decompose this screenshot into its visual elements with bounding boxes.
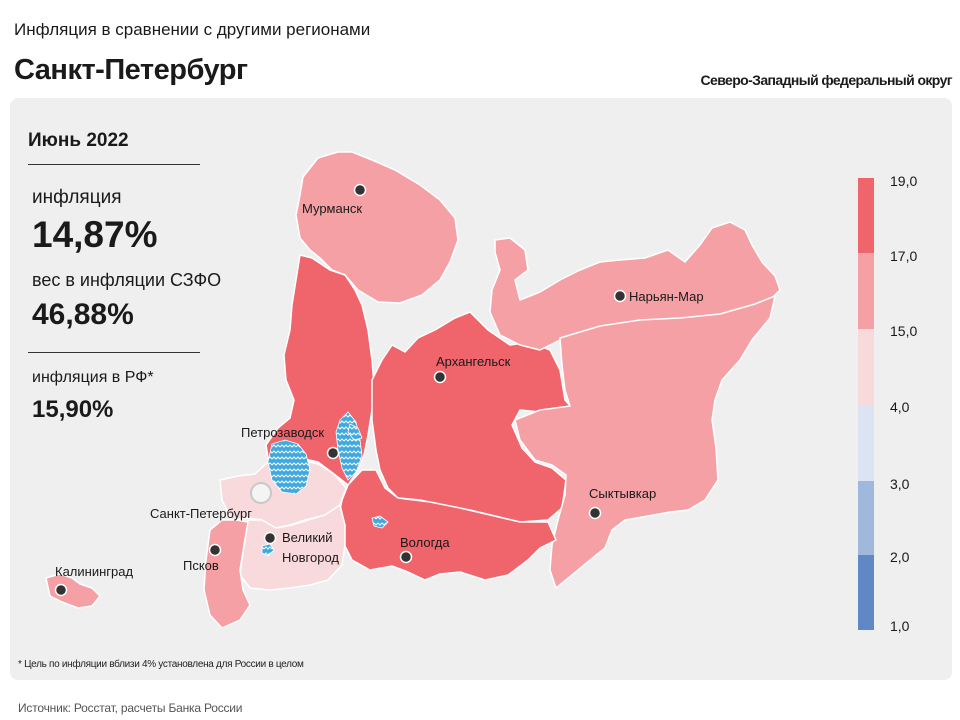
city-marker-arkhangelsk[interactable] (433, 370, 447, 384)
city-label-spb: Санкт-Петербург (150, 506, 252, 521)
legend-tick-4: 4,0 (890, 399, 910, 415)
city-label-syktyvkar: Сыктывкар (589, 486, 656, 501)
city-label-vnovgorod-line1: Великий (282, 530, 333, 545)
city-label-kaliningrad: Калининград (55, 564, 133, 579)
legend-tick-15: 15,0 (890, 323, 917, 339)
district-label: Северо-Западный федеральный округ (700, 72, 953, 88)
divider-bottom (28, 352, 200, 353)
city-marker-spb-highlight[interactable] (250, 482, 272, 504)
city-label-vnovgorod-line2: Новгород (282, 550, 339, 565)
region-murmansk[interactable] (295, 151, 459, 304)
city-label-arkhangelsk: Архангельск (436, 354, 511, 369)
city-label-murmansk: Мурманск (302, 201, 362, 216)
period-label: Июнь 2022 (28, 130, 129, 151)
city-marker-syktyvkar[interactable] (588, 506, 602, 520)
city-marker-murmansk[interactable] (353, 183, 367, 197)
legend-band-4-15 (858, 329, 874, 405)
divider-top (28, 164, 200, 165)
city-marker-kaliningrad[interactable] (54, 583, 68, 597)
lake-ilmen (261, 543, 275, 557)
inflation-value: 14,87% (32, 214, 158, 255)
inflation-label: инфляция (32, 187, 122, 208)
footnote: * Цель по инфляции вблизи 4% установлена… (18, 659, 304, 670)
city-marker-pskov[interactable] (208, 543, 222, 557)
region-kaliningrad[interactable] (45, 573, 101, 609)
weight-label: вес в инфляции СЗФО (32, 270, 222, 290)
city-label-pskov: Псков (183, 558, 219, 573)
legend-tick-19: 19,0 (890, 173, 917, 189)
region-komi[interactable] (514, 295, 776, 589)
region-nenets[interactable] (489, 221, 781, 351)
lake-ladoga (267, 439, 311, 495)
legend-band-17-19 (858, 178, 874, 253)
legend-band-1-2 (858, 555, 874, 630)
source-note: Источник: Росстат, расчеты Банка России (18, 701, 243, 715)
rf-inflation-value: 15,90% (32, 396, 114, 423)
legend-tick-1: 1,0 (890, 618, 910, 634)
legend-tick-3: 3,0 (890, 476, 910, 492)
city-marker-vologda[interactable] (399, 550, 413, 564)
city-label-vologda: Вологда (400, 535, 450, 550)
weight-value: 46,88% (32, 298, 134, 331)
color-legend: 19,0 17,0 15,0 4,0 3,0 2,0 1,0 (858, 173, 917, 634)
lake-onega-bay (347, 423, 363, 441)
lake-beloye (371, 515, 389, 529)
legend-band-3-4 (858, 405, 874, 481)
city-marker-naryan-mar[interactable] (613, 289, 627, 303)
city-marker-petrozavodsk[interactable] (326, 446, 340, 460)
page-subtitle: Инфляция в сравнении с другими регионами (14, 20, 371, 39)
region-vologda[interactable] (337, 469, 557, 581)
legend-tick-2: 2,0 (890, 549, 910, 565)
city-marker-vnovgorod[interactable] (263, 531, 277, 545)
page-title: Санкт-Петербург (14, 54, 248, 86)
legend-tick-17: 17,0 (890, 248, 917, 264)
rf-inflation-label: инфляция в РФ* (32, 369, 154, 386)
city-label-petrozavodsk: Петрозаводск (241, 425, 324, 440)
legend-band-2-3 (858, 481, 874, 555)
city-label-naryan-mar: Нарьян-Мар (629, 289, 704, 304)
legend-band-15-17 (858, 253, 874, 329)
